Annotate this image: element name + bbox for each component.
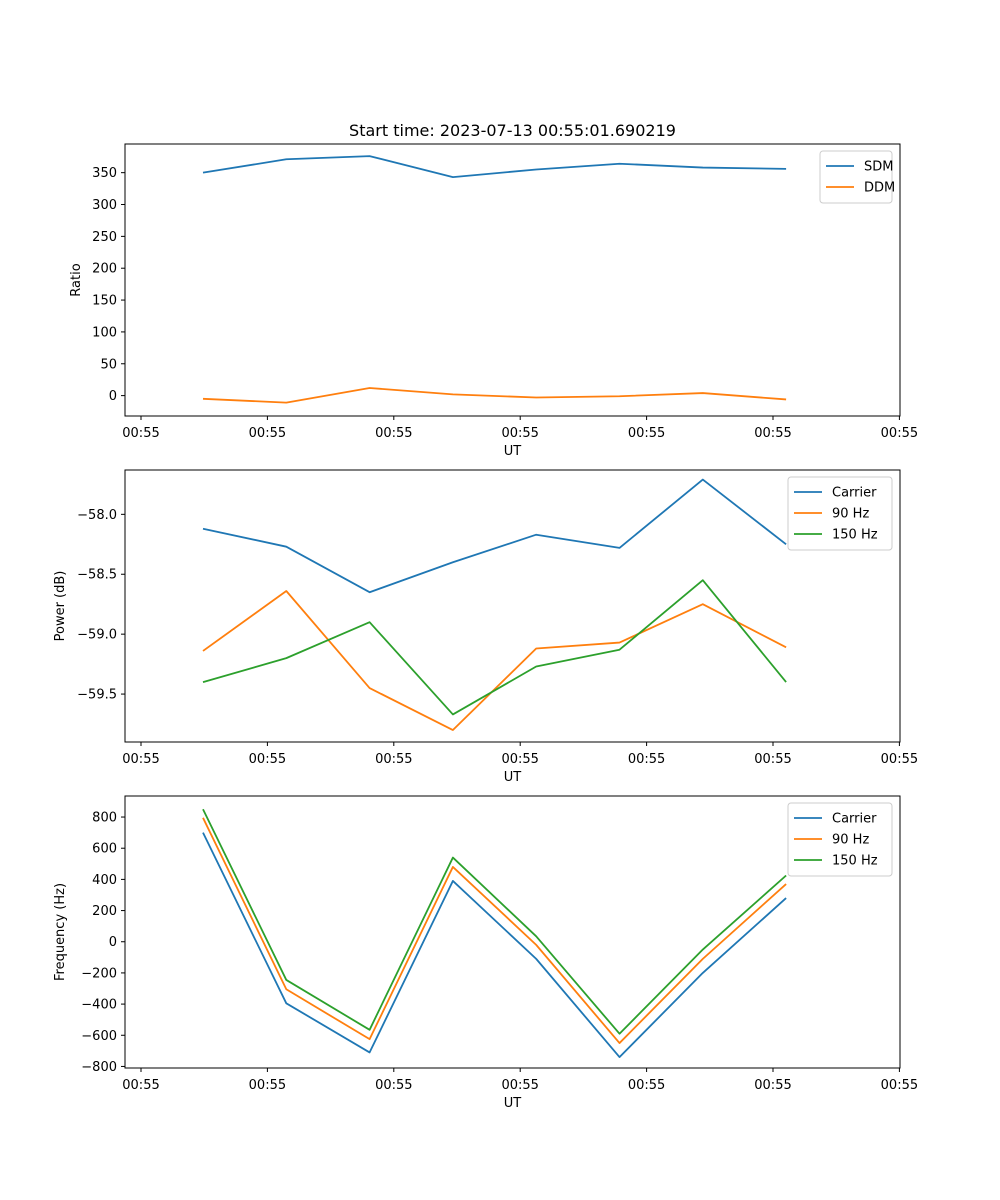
x-tick-label: 00:55 xyxy=(122,1078,159,1093)
series-line-150-hz xyxy=(202,579,787,716)
legend-box xyxy=(819,150,893,204)
legend-label: Carrier xyxy=(832,486,877,501)
x-tick-label: 00:55 xyxy=(501,426,538,441)
legend-label: Carrier xyxy=(832,812,877,827)
y-tick-label: 400 xyxy=(92,873,117,888)
series-line-90-hz xyxy=(202,817,787,1044)
legend-label: 150 Hz xyxy=(832,854,878,869)
x-tick-label: 00:55 xyxy=(122,426,159,441)
plot-frame xyxy=(124,795,901,1069)
x-axis-label: UT xyxy=(504,770,522,785)
x-tick-label: 00:55 xyxy=(249,752,286,767)
x-axis-label: UT xyxy=(504,444,522,459)
legend-label: 90 Hz xyxy=(832,507,869,522)
x-tick-label: 00:55 xyxy=(122,752,159,767)
x-axis-label: UT xyxy=(504,1096,522,1111)
y-tick-label: 600 xyxy=(92,842,117,857)
y-tick-label: 200 xyxy=(92,262,117,277)
y-tick-label: 250 xyxy=(92,230,117,245)
y-tick-label: 800 xyxy=(92,811,117,826)
y-tick-label: 50 xyxy=(100,357,117,372)
y-tick-label: −400 xyxy=(81,998,117,1013)
y-tick-label: −600 xyxy=(81,1029,117,1044)
x-tick-label: 00:55 xyxy=(881,752,918,767)
legend-label: 90 Hz xyxy=(832,833,869,848)
x-tick-label: 00:55 xyxy=(754,426,791,441)
series-line-ddm xyxy=(202,387,787,404)
y-tick-label: 150 xyxy=(92,294,117,309)
y-tick-label: 200 xyxy=(92,904,117,919)
legend-box xyxy=(787,802,893,877)
x-tick-label: 00:55 xyxy=(375,426,412,441)
y-tick-label: −59.0 xyxy=(77,628,117,643)
y-tick-label: −200 xyxy=(81,966,117,981)
y-tick-label: −58.5 xyxy=(77,568,117,583)
legend: Carrier 90 Hz 150 Hz xyxy=(787,476,893,551)
y-tick-label: 0 xyxy=(109,935,117,950)
x-tick-label: 00:55 xyxy=(628,752,665,767)
x-tick-label: 00:55 xyxy=(881,1078,918,1093)
legend-label: SDM xyxy=(864,160,893,175)
y-axis-label: Frequency (Hz) xyxy=(53,883,68,981)
y-tick-label: −800 xyxy=(81,1060,117,1075)
x-tick-label: 00:55 xyxy=(754,1078,791,1093)
y-tick-label: 300 xyxy=(92,198,117,213)
y-tick-label: 350 xyxy=(92,166,117,181)
series-line-90-hz xyxy=(202,590,787,731)
y-tick-label: −59.5 xyxy=(77,688,117,703)
subplot-frequency: −800 −600 −400 −200 0 200 400 600 800 00:55 00:55 0… xyxy=(53,795,918,1111)
y-axis-label: Power (dB) xyxy=(53,571,68,642)
series-line-150-hz xyxy=(202,808,787,1035)
plot-frame xyxy=(124,143,901,417)
x-tick-label: 00:55 xyxy=(628,426,665,441)
legend: Carrier 90 Hz 150 Hz xyxy=(787,802,893,877)
legend: SDM DDM xyxy=(819,150,895,204)
series-line-sdm xyxy=(202,155,787,179)
x-tick-label: 00:55 xyxy=(501,752,538,767)
subplot-panels: 0 50 100 150 200 250 300 350 00:55 00:55 00:55 00:5… xyxy=(53,143,918,1111)
x-tick-label: 00:55 xyxy=(249,1078,286,1093)
x-tick-label: 00:55 xyxy=(501,1078,538,1093)
x-tick-label: 00:55 xyxy=(754,752,791,767)
legend-label: DDM xyxy=(864,181,895,196)
y-tick-label: 100 xyxy=(92,325,117,340)
plot-frame xyxy=(124,469,901,743)
x-tick-label: 00:55 xyxy=(249,426,286,441)
x-tick-label: 00:55 xyxy=(375,1078,412,1093)
subplot-ratio: 0 50 100 150 200 250 300 350 00:55 00:55 00:55 00:5… xyxy=(69,143,918,459)
legend-box xyxy=(787,476,893,551)
figure-title: Start time: 2023-07-13 00:55:01.690219 xyxy=(349,121,676,140)
series-line-carrier xyxy=(202,478,787,594)
legend-label: 150 Hz xyxy=(832,528,878,543)
x-tick-label: 00:55 xyxy=(628,1078,665,1093)
x-tick-label: 00:55 xyxy=(881,426,918,441)
y-tick-label: 0 xyxy=(109,389,117,404)
y-axis-label: Ratio xyxy=(69,263,84,296)
y-tick-label: −58.0 xyxy=(77,508,117,523)
series-line-carrier xyxy=(202,832,787,1058)
x-tick-label: 00:55 xyxy=(375,752,412,767)
subplot-power: −59.5 −59.0 −58.5 −58.0 00:55 00:55 00:55 00:55… xyxy=(53,469,918,785)
